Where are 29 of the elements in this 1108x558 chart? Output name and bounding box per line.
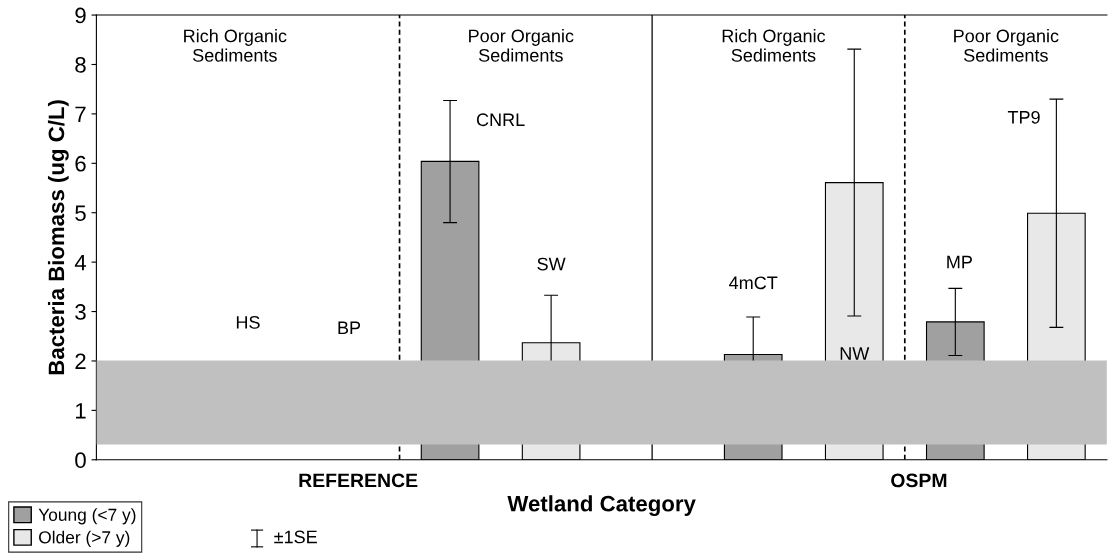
- y-tick-label: 9: [75, 7, 86, 24]
- annotation: 4mCT: [729, 276, 778, 290]
- text: REFERENCE: [299, 473, 418, 488]
- annotation: Poor Organic Sediments: [469, 29, 574, 62]
- y-tick-label: 8: [75, 57, 86, 73]
- y-tick-label: 6: [75, 155, 86, 172]
- y-tick-label: 4: [74, 254, 87, 271]
- y-tick-label: 5: [75, 205, 86, 221]
- y-axis-title: Bacteria Biomass (ug C/L): [47, 100, 69, 375]
- y-tick-label: 1: [76, 403, 86, 419]
- x-axis-title: Wetland Category: [507, 495, 696, 517]
- annotation: Rich Organic Sediments: [184, 29, 287, 62]
- annotation: NW: [840, 347, 870, 360]
- annotation: HS: [236, 315, 260, 329]
- text: ±1SE: [274, 530, 317, 544]
- annotation: BP: [338, 321, 361, 335]
- annotation: Poor Organic Sediments: [954, 29, 1059, 62]
- y-tick-label: 7: [75, 106, 86, 122]
- y-tick-label: 3: [75, 304, 86, 320]
- legend-label: Young (<7 y): [38, 508, 136, 525]
- annotation: CNRL: [476, 113, 525, 127]
- annotation: SW: [537, 257, 566, 271]
- y-tick-label: 2: [75, 353, 86, 370]
- annotation: MP: [947, 255, 972, 269]
- text: OSPM: [891, 473, 947, 488]
- legend-label: Older (>7 y): [39, 530, 130, 547]
- annotation: TP9: [1007, 110, 1040, 124]
- y-tick-label: 0: [75, 452, 86, 469]
- annotation: Rich Organic Sediments: [722, 29, 826, 62]
